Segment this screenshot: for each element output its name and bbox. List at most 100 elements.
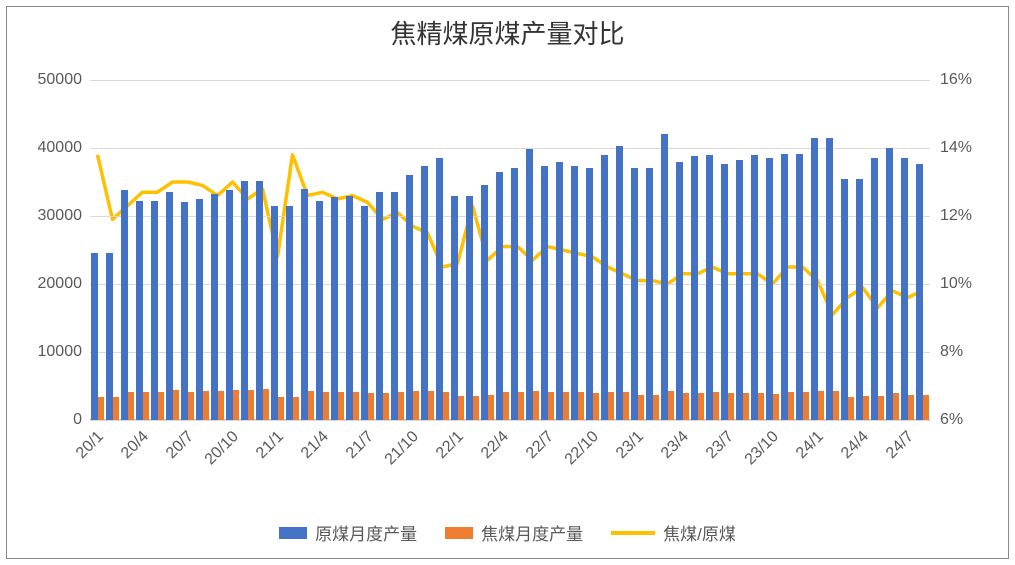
bar-coking-coal (908, 395, 914, 420)
bar-coking-coal (428, 391, 434, 420)
bar-raw-coal (196, 199, 202, 420)
bar-coking-coal (248, 390, 254, 420)
bar-coking-coal (698, 393, 704, 420)
bar-coking-coal (473, 396, 479, 420)
bar-raw-coal (871, 158, 877, 420)
bar-coking-coal (488, 395, 494, 420)
bar-raw-coal (571, 166, 577, 420)
grid-line (90, 148, 930, 149)
bar-raw-coal (736, 160, 742, 420)
bar-coking-coal (218, 391, 224, 420)
bar-raw-coal (676, 162, 682, 420)
bar-coking-coal (608, 392, 614, 420)
bar-coking-coal (788, 392, 794, 420)
bar-raw-coal (406, 175, 412, 420)
plot-area: 010000200003000040000500006%8%10%12%14%1… (90, 80, 930, 420)
chart-container: 焦精煤原煤产量对比 010000200003000040000500006%8%… (0, 0, 1015, 565)
bar-coking-coal (203, 391, 209, 420)
bar-raw-coal (646, 168, 652, 420)
bar-coking-coal (143, 392, 149, 420)
bar-raw-coal (661, 134, 667, 420)
bar-coking-coal (293, 397, 299, 420)
bar-coking-coal (803, 392, 809, 420)
bar-coking-coal (188, 392, 194, 420)
y-right-tick-label: 6% (940, 411, 963, 429)
bar-coking-coal (728, 393, 734, 420)
bar-coking-coal (503, 392, 509, 420)
bar-coking-coal (173, 390, 179, 420)
bar-coking-coal (398, 392, 404, 420)
bar-coking-coal (158, 392, 164, 420)
bar-coking-coal (833, 391, 839, 420)
y-right-tick-label: 12% (940, 207, 972, 225)
bar-coking-coal (893, 393, 899, 420)
bar-coking-coal (338, 392, 344, 420)
bar-coking-coal (923, 395, 929, 420)
y-left-tick-label: 20000 (18, 275, 82, 293)
bar-coking-coal (323, 392, 329, 420)
bar-raw-coal (436, 158, 442, 420)
legend-item: 焦煤月度产量 (445, 520, 583, 545)
bar-coking-coal (368, 393, 374, 420)
grid-line (90, 80, 930, 81)
bar-coking-coal (308, 391, 314, 420)
bar-raw-coal (601, 155, 607, 420)
legend-swatch (611, 531, 655, 535)
bar-coking-coal (233, 390, 239, 420)
bar-raw-coal (916, 164, 922, 420)
legend-label: 焦煤月度产量 (481, 520, 583, 545)
bar-raw-coal (826, 138, 832, 420)
bar-coking-coal (773, 394, 779, 420)
bar-raw-coal (331, 197, 337, 420)
bar-coking-coal (548, 392, 554, 420)
bar-coking-coal (863, 396, 869, 420)
bar-raw-coal (376, 192, 382, 420)
bar-raw-coal (346, 196, 352, 420)
bar-coking-coal (278, 397, 284, 420)
legend: 原煤月度产量 焦煤月度产量 焦煤/原煤 (0, 520, 1015, 545)
bar-raw-coal (721, 164, 727, 420)
bar-coking-coal (653, 395, 659, 420)
bar-raw-coal (706, 155, 712, 420)
bar-raw-coal (541, 166, 547, 420)
bar-raw-coal (781, 154, 787, 420)
bar-coking-coal (563, 392, 569, 420)
bar-raw-coal (211, 194, 217, 420)
bar-raw-coal (286, 206, 292, 420)
bar-coking-coal (98, 397, 104, 420)
bar-coking-coal (578, 392, 584, 420)
bar-raw-coal (271, 206, 277, 420)
y-left-tick-label: 10000 (18, 343, 82, 361)
bar-raw-coal (316, 201, 322, 420)
bar-coking-coal (758, 393, 764, 420)
bar-coking-coal (128, 392, 134, 420)
bar-coking-coal (263, 389, 269, 420)
bar-coking-coal (458, 396, 464, 420)
y-right-tick-label: 16% (940, 71, 972, 89)
bar-raw-coal (526, 149, 532, 420)
bar-raw-coal (256, 181, 262, 420)
bar-raw-coal (481, 185, 487, 420)
bar-raw-coal (241, 181, 247, 420)
bar-raw-coal (766, 158, 772, 420)
bar-raw-coal (886, 148, 892, 420)
bar-coking-coal (443, 392, 449, 420)
bar-coking-coal (113, 397, 119, 420)
bar-raw-coal (106, 253, 112, 420)
y-right-tick-label: 8% (940, 343, 963, 361)
bar-coking-coal (743, 393, 749, 420)
bar-raw-coal (136, 201, 142, 420)
bar-coking-coal (878, 396, 884, 420)
legend-item: 原煤月度产量 (279, 520, 417, 545)
bar-raw-coal (451, 196, 457, 420)
bar-coking-coal (683, 393, 689, 420)
grid-line (90, 420, 930, 421)
bar-raw-coal (511, 168, 517, 420)
bar-raw-coal (421, 166, 427, 420)
legend-item: 焦煤/原煤 (611, 520, 736, 545)
bar-raw-coal (841, 179, 847, 420)
y-left-tick-label: 0 (18, 411, 82, 429)
bar-raw-coal (166, 192, 172, 420)
bar-coking-coal (818, 391, 824, 420)
bar-raw-coal (301, 189, 307, 420)
